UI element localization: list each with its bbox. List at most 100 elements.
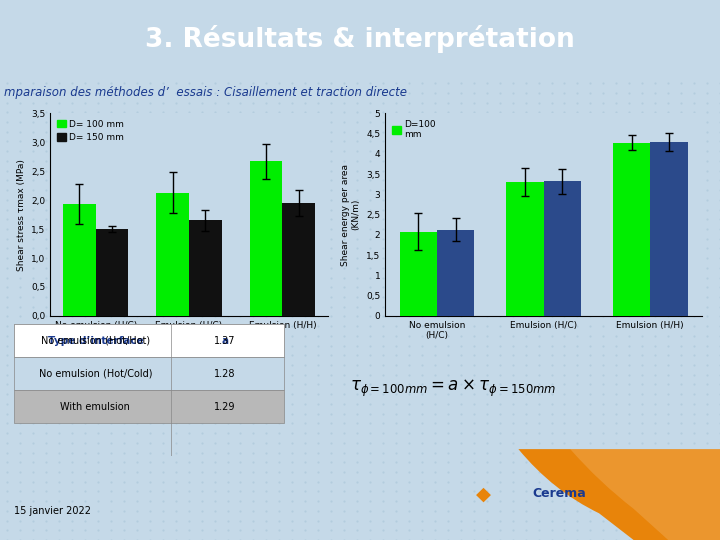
Point <box>520 497 531 505</box>
Point <box>235 147 246 156</box>
Point <box>455 79 467 87</box>
Point <box>312 536 324 540</box>
Point <box>105 438 117 447</box>
Point <box>546 516 557 525</box>
Point <box>287 429 298 437</box>
Point <box>675 536 687 540</box>
Point <box>403 536 415 540</box>
Point <box>520 264 531 272</box>
Point <box>416 108 428 117</box>
Point <box>222 526 233 535</box>
Point <box>649 225 661 233</box>
Point <box>611 438 622 447</box>
Point <box>598 312 609 321</box>
Point <box>390 507 402 515</box>
Point <box>287 254 298 262</box>
Point <box>714 273 720 282</box>
Point <box>209 419 220 428</box>
Point <box>300 380 311 389</box>
Point <box>675 195 687 204</box>
Point <box>248 400 259 408</box>
Point <box>675 380 687 389</box>
Point <box>300 89 311 97</box>
Point <box>351 137 363 146</box>
Point <box>559 186 570 194</box>
Point <box>572 283 583 292</box>
Point <box>312 254 324 262</box>
Point <box>507 166 518 175</box>
Point <box>287 370 298 379</box>
Point <box>636 127 648 136</box>
Point <box>546 98 557 107</box>
Point <box>287 166 298 175</box>
Point <box>235 157 246 165</box>
Point <box>300 98 311 107</box>
Point <box>364 458 376 467</box>
Point <box>196 438 207 447</box>
Point <box>300 215 311 224</box>
Point <box>325 273 337 282</box>
Point <box>377 302 389 311</box>
Point <box>248 89 259 97</box>
Point <box>131 438 143 447</box>
Point <box>494 147 505 156</box>
Point <box>105 380 117 389</box>
Point <box>14 254 26 262</box>
Point <box>209 322 220 330</box>
Point <box>14 79 26 87</box>
Point <box>546 477 557 486</box>
Point <box>688 89 700 97</box>
Point <box>351 89 363 97</box>
Point <box>403 225 415 233</box>
Point <box>261 98 272 107</box>
Point <box>300 225 311 233</box>
Point <box>105 186 117 194</box>
Point <box>66 118 78 126</box>
Point <box>300 497 311 505</box>
Point <box>144 273 156 282</box>
Point <box>14 497 26 505</box>
Point <box>455 273 467 282</box>
Point <box>261 147 272 156</box>
Point <box>27 332 39 340</box>
Point <box>40 507 52 515</box>
Point <box>222 118 233 126</box>
Point <box>559 98 570 107</box>
Point <box>442 205 454 214</box>
Point <box>287 536 298 540</box>
Point <box>131 254 143 262</box>
Point <box>688 390 700 399</box>
Point <box>248 361 259 369</box>
Point <box>351 157 363 165</box>
Point <box>701 254 713 262</box>
Y-axis label: Shear energy per area
(KN/m): Shear energy per area (KN/m) <box>341 164 361 266</box>
Point <box>351 390 363 399</box>
Point <box>494 89 505 97</box>
Point <box>455 536 467 540</box>
Point <box>585 244 596 253</box>
Point <box>14 429 26 437</box>
Point <box>520 409 531 418</box>
Point <box>455 370 467 379</box>
Point <box>66 166 78 175</box>
Point <box>507 79 518 87</box>
Point <box>312 264 324 272</box>
Point <box>442 147 454 156</box>
Point <box>559 400 570 408</box>
Point <box>222 283 233 292</box>
Point <box>481 351 492 360</box>
Point <box>79 419 91 428</box>
Point <box>481 341 492 350</box>
Point <box>675 176 687 185</box>
Point <box>53 254 65 262</box>
Point <box>649 98 661 107</box>
Point <box>714 468 720 476</box>
Point <box>688 273 700 282</box>
Point <box>196 536 207 540</box>
Point <box>144 429 156 437</box>
Point <box>53 487 65 496</box>
Point <box>351 419 363 428</box>
Point <box>222 147 233 156</box>
Point <box>429 234 441 243</box>
Point <box>442 225 454 233</box>
